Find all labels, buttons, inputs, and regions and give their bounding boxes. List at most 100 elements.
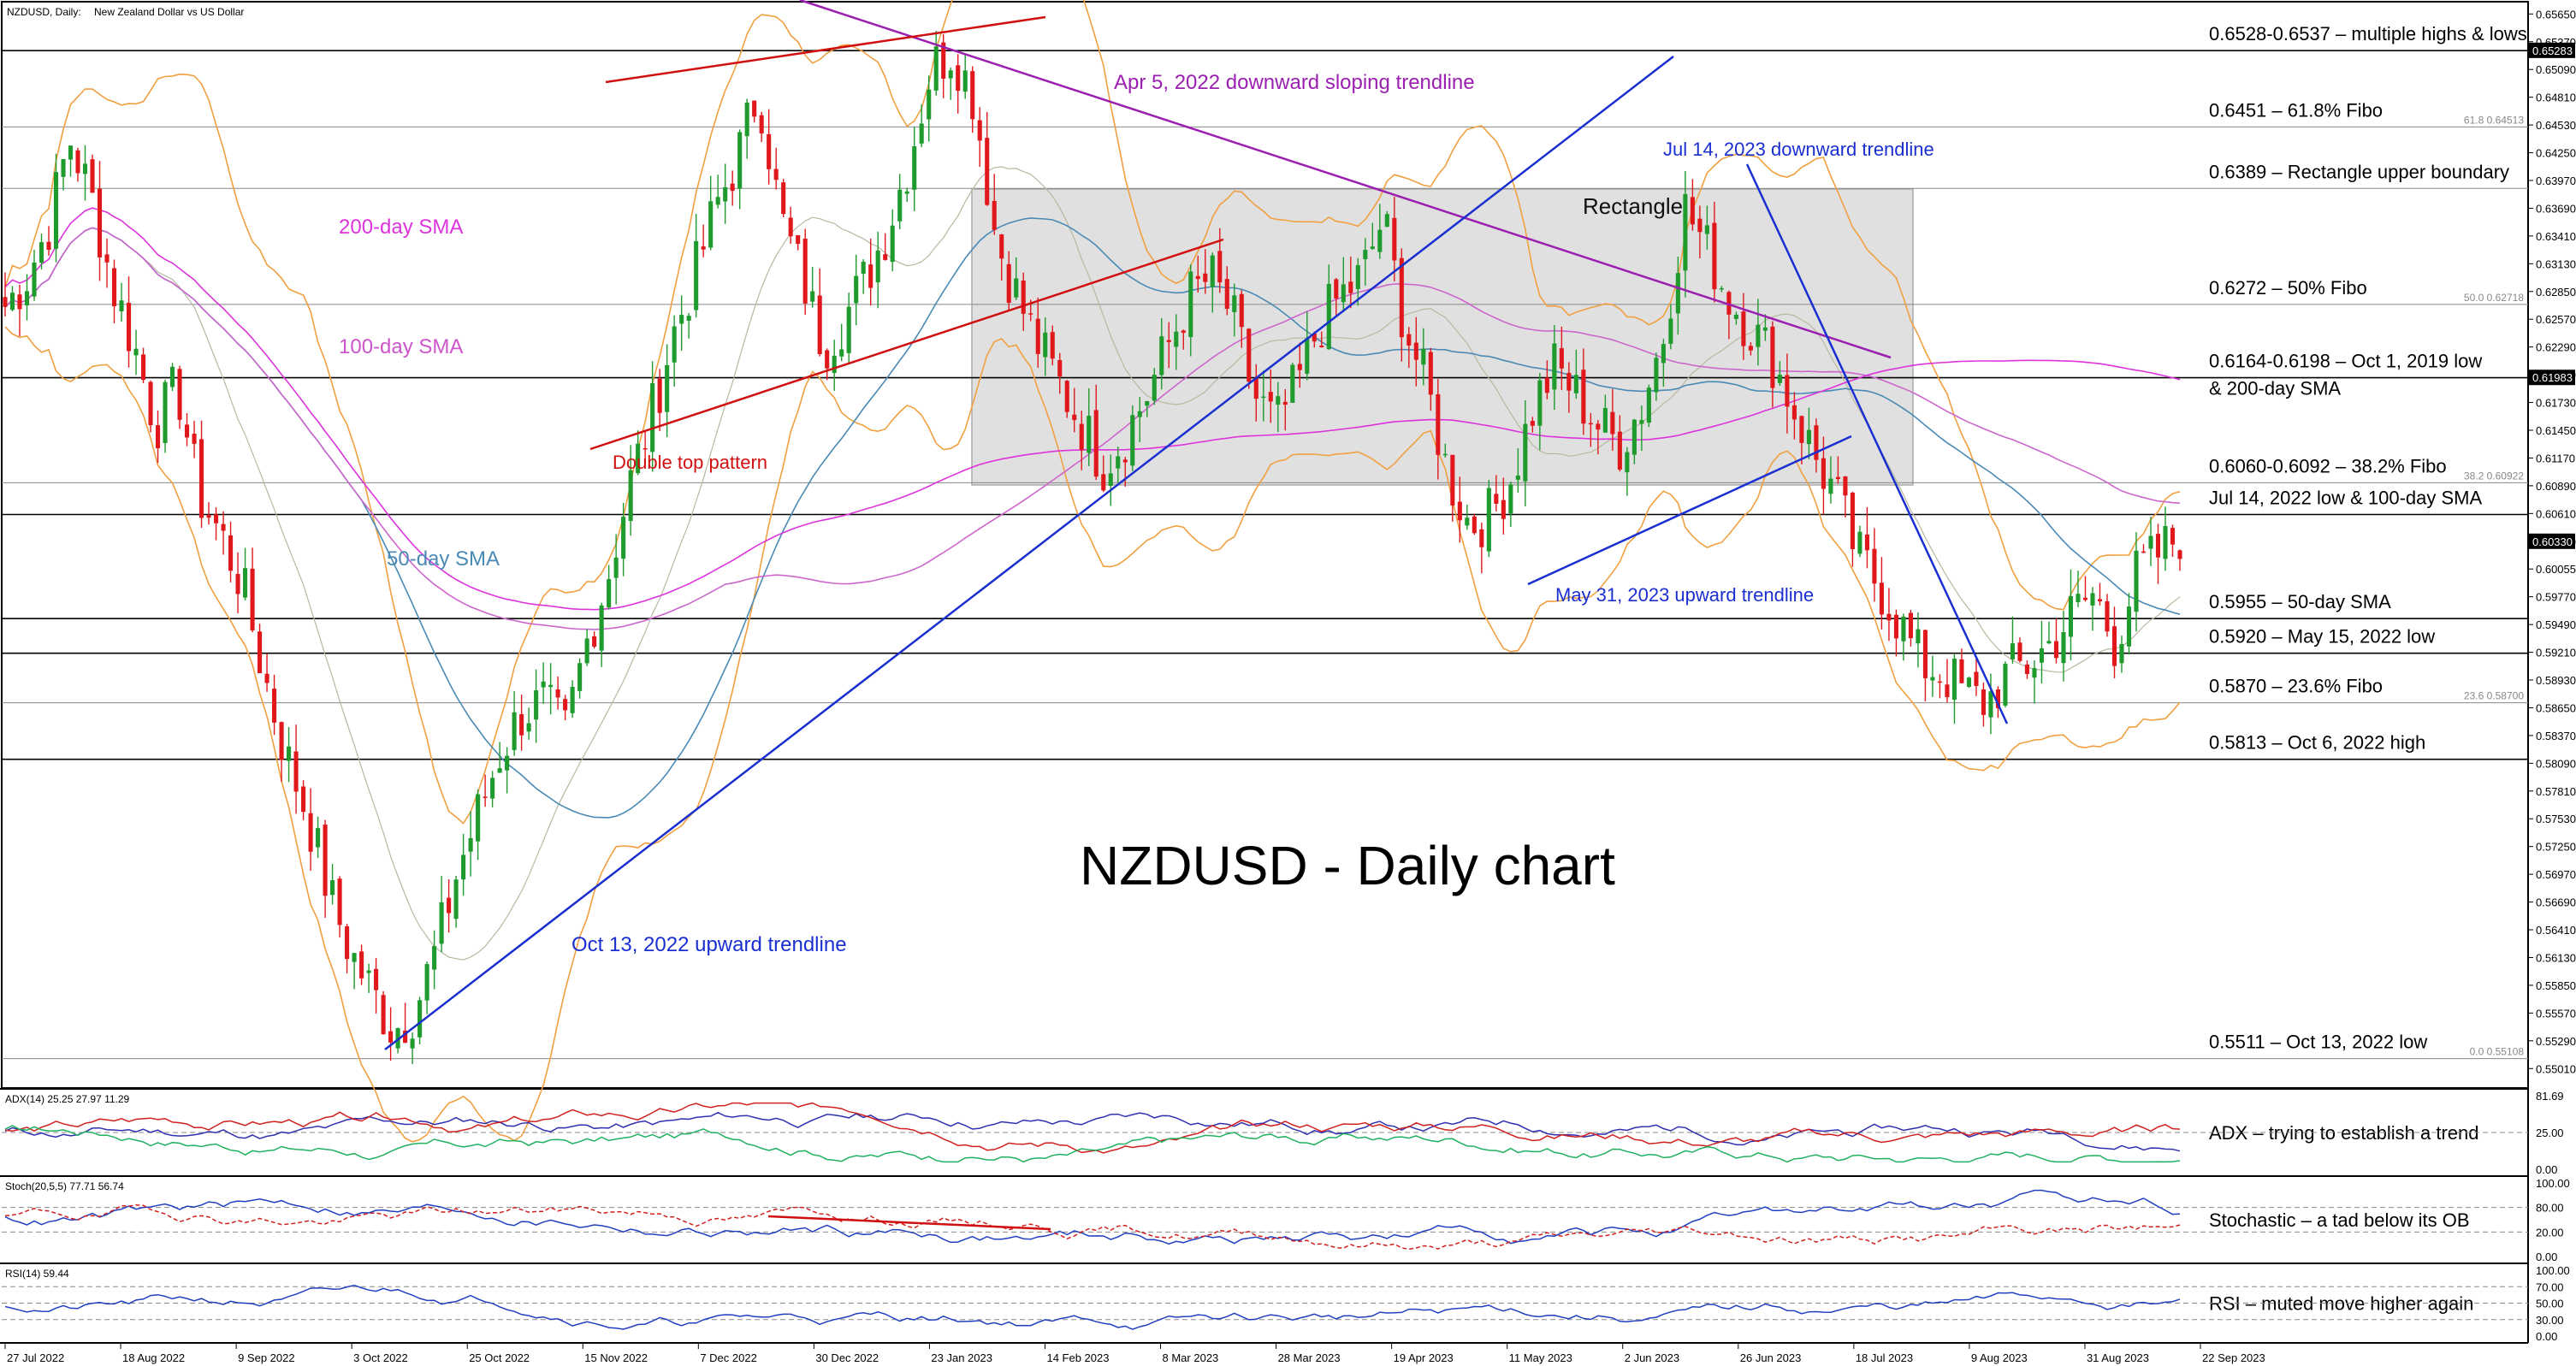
candle-body [104, 254, 110, 263]
x-tick-label: 26 Jun 2023 [1740, 1351, 1802, 1364]
candle-body [1814, 425, 1819, 460]
candle-body [621, 517, 626, 559]
candle-body [1552, 343, 1557, 390]
jul14-downtrend-line [1745, 163, 2009, 724]
candle-body [264, 673, 269, 683]
x-tick-label: 9 Sep 2022 [238, 1351, 295, 1364]
level-label: 0.6060-0.6092 – 38.2% Fibo [2209, 455, 2447, 476]
fib-label: 23.6 0.58700 [2464, 690, 2524, 702]
candle-body [505, 755, 510, 771]
candle-body [730, 183, 735, 192]
candle-body [1137, 411, 1142, 417]
candle-body [613, 557, 619, 578]
candle-body [1697, 218, 1703, 233]
x-tick-label: 31 Aug 2023 [2087, 1351, 2149, 1364]
candle-body [1268, 392, 1273, 402]
annotation-rectangle: Rectangle [1583, 193, 1683, 219]
y-tick-label: 0.55010 [2536, 1062, 2576, 1075]
candle-body [1596, 423, 1601, 430]
x-tick-label: 28 Mar 2023 [1278, 1351, 1341, 1364]
candle-body [759, 115, 764, 133]
annotation-jul14-trendline: Jul 14, 2023 downward trendline [1663, 139, 1934, 160]
candle-body [1253, 377, 1258, 399]
price-tag-label: 0.65283 [2532, 44, 2573, 57]
annotation-100-sma: 100-day SMA [339, 335, 463, 358]
candle-body [1174, 331, 1179, 347]
candle-body [126, 302, 132, 352]
y-tick-label: 0.63410 [2536, 230, 2576, 243]
y-tick-label: 0.57810 [2536, 785, 2576, 798]
candle-body [38, 242, 44, 263]
candle-body [461, 854, 466, 880]
y-tick-label: 0.57530 [2536, 813, 2576, 825]
panel-series-line [4, 1204, 2181, 1251]
candle-body [1021, 281, 1026, 314]
candle-body [490, 778, 495, 799]
y-tick-label: 0.56410 [2536, 924, 2576, 937]
double-top-upper-line [605, 15, 1046, 84]
x-tick-label: 18 Jul 2023 [1856, 1351, 1913, 1364]
y-tick-label: 0.58090 [2536, 757, 2576, 770]
candle-body [119, 300, 124, 312]
y-tick-label: 0.64530 [2536, 119, 2576, 132]
candle-body [32, 262, 37, 297]
candle-body [1428, 352, 1433, 395]
candle-body [1334, 279, 1339, 299]
candle-body [75, 150, 80, 174]
candle-body [802, 239, 808, 304]
candle-body [184, 424, 190, 438]
x-tick-label: 3 Oct 2022 [353, 1351, 408, 1364]
panel-title: RSI(14) 59.44 [5, 1268, 69, 1280]
candle-body [243, 568, 248, 598]
fib-label: 38.2 0.60922 [2464, 470, 2524, 482]
candle-body [846, 306, 851, 353]
candle-body [3, 297, 8, 307]
level-label: 0.5955 – 50-day SMA [2209, 591, 2391, 612]
price-tag-label: 0.61983 [2532, 371, 2573, 384]
panel-note: ADX – trying to establish a trend [2209, 1122, 2479, 1144]
candle-body [293, 751, 299, 792]
candle-body [708, 201, 714, 248]
candle-body [1355, 264, 1360, 289]
candle-body [1901, 616, 1906, 642]
candle-body [1188, 271, 1193, 338]
candle-body [1588, 423, 1593, 425]
candle-body [133, 348, 139, 356]
fib-label: 0.0 0.55108 [2470, 1046, 2525, 1058]
candle-body [345, 925, 350, 960]
chart-title: NZDUSD - Daily chart [1080, 835, 1615, 896]
x-tick-label: 22 Sep 2023 [2202, 1351, 2265, 1364]
candle-body [1930, 677, 1935, 681]
candle-body [323, 825, 328, 896]
candle-body [388, 1031, 394, 1043]
candle-body [1363, 250, 1368, 260]
candle-body [1610, 411, 1615, 435]
candle-body [570, 687, 575, 713]
candle-body [1937, 681, 1942, 683]
bollinger-upper [4, 0, 2181, 825]
sma-50-line [4, 217, 2181, 819]
panel-scale-label: 30.00 [2536, 1314, 2564, 1327]
candle-body [1195, 275, 1200, 280]
candle-body [308, 813, 313, 852]
candle-body [1028, 313, 1033, 315]
candle-body [1508, 484, 1513, 514]
price-tags: 0.65283 0.61983 0.60330 [2529, 42, 2575, 549]
chart-symbol: NZDUSD, Daily: [7, 6, 81, 18]
candle-body [1945, 684, 1950, 698]
indicator-panels: ADX(14) 25.25 27.97 11.29 ADX – trying to… [2, 1090, 2570, 1343]
candle-body [1712, 222, 1717, 290]
candle-body [1981, 689, 1987, 715]
candle-body [2090, 593, 2095, 606]
y-tick-label: 0.61170 [2536, 452, 2575, 464]
candle-body [1748, 346, 1753, 351]
candle-body [1210, 255, 1215, 287]
candle-body [825, 350, 830, 369]
candle-body [686, 316, 691, 321]
level-label: 0.6272 – 50% Fibo [2209, 277, 2367, 299]
candle-body [287, 746, 292, 761]
candle-body [1857, 531, 1862, 554]
candle-body [352, 953, 357, 962]
candle-body [1828, 478, 1833, 494]
candle-body [752, 100, 757, 117]
